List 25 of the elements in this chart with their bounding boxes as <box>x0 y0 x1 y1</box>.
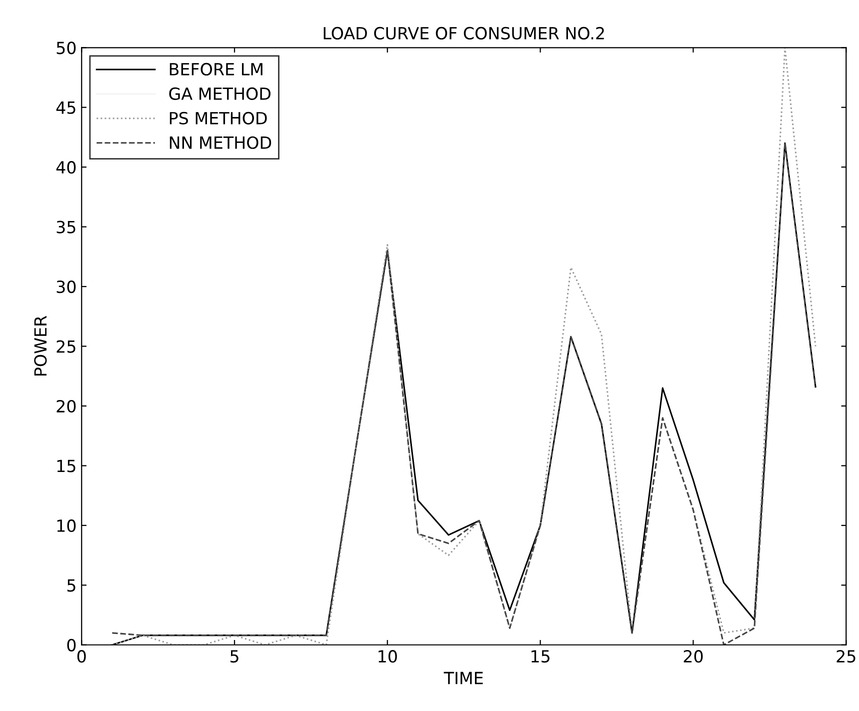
legend-label: BEFORE LM <box>170 62 262 76</box>
y-tick-label: 40 <box>56 161 76 174</box>
y-tick-label: 35 <box>56 220 76 234</box>
legend-label: NN METHOD <box>170 136 272 149</box>
y-tick-label: 0 <box>67 638 76 652</box>
y-tick-label: 10 <box>57 519 76 532</box>
y-tick-label: 20 <box>56 400 76 413</box>
legend-label: PS METHOD <box>170 112 267 124</box>
x-tick-label: 15 <box>532 650 550 663</box>
chart-title: LOAD CURVE OF CONSUMER NO.2 <box>324 26 604 40</box>
x-tick-label: 0 <box>77 650 86 663</box>
x-axis-title: TIME <box>444 672 483 684</box>
x-tick-label: 5 <box>230 650 238 663</box>
line-series <box>111 48 816 645</box>
y-axis-title: POWER <box>34 316 47 376</box>
x-tick-label: 25 <box>836 650 856 663</box>
y-tick-label: 15 <box>57 460 76 472</box>
y-tick-label: 50 <box>56 42 76 54</box>
x-tick-label: 10 <box>378 650 397 663</box>
y-tick-label: 5 <box>67 579 76 592</box>
y-tick-label: 25 <box>56 340 76 353</box>
x-tick-label: 20 <box>684 650 703 663</box>
y-tick-label: 45 <box>56 102 76 114</box>
legend-label: GA METHOD <box>169 87 270 100</box>
y-tick-label: 30 <box>56 280 76 294</box>
